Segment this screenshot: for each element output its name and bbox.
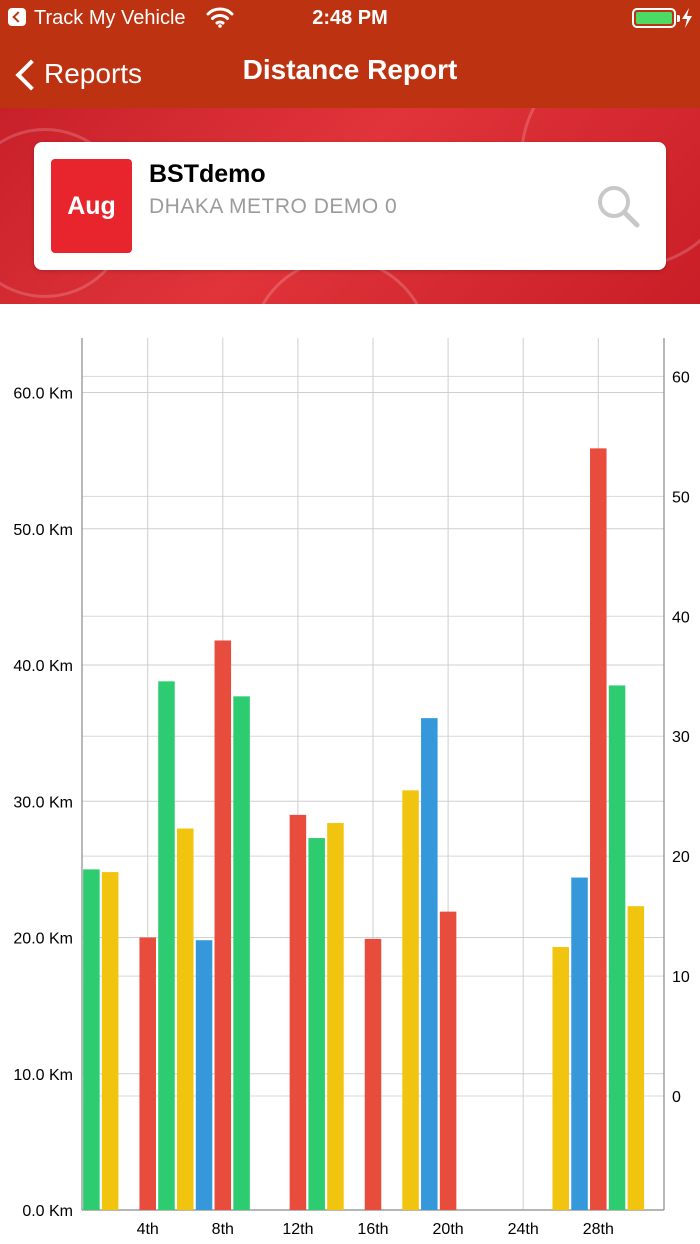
y-tick-label-right: 20 xyxy=(672,849,690,866)
bar-6th xyxy=(176,828,194,1210)
header-banner: Aug BSTdemo DHAKA METRO DEMO 0 xyxy=(0,108,700,304)
y-tick-label-left: 10.0 Km xyxy=(13,1067,73,1084)
y-tick-label-right: 60 xyxy=(672,369,690,386)
vehicle-registration: DHAKA METRO DEMO 0 xyxy=(149,195,398,218)
y-tick-label-left: 20.0 Km xyxy=(13,931,73,948)
bar-18th xyxy=(402,790,419,1210)
x-tick-label: 8th xyxy=(212,1221,234,1238)
distance-chart-svg: 0.0 Km 10.0 Km 20.0 Km 30.0 Km 40.0 Km 50.0 K… xyxy=(13,338,690,1238)
back-button[interactable]: Reports xyxy=(16,52,142,96)
x-tick-label: 20th xyxy=(433,1221,464,1238)
wifi-icon xyxy=(206,7,234,28)
y-tick-label-right: 40 xyxy=(672,609,690,626)
bar-8th xyxy=(214,640,232,1210)
status-app-name[interactable]: Track My Vehicle xyxy=(34,7,186,29)
y-tick-label-left: 0.0 Km xyxy=(22,1203,73,1220)
y-tick-label-right: 10 xyxy=(672,969,690,986)
x-tick-label: 4th xyxy=(137,1221,159,1238)
bar-5th xyxy=(158,681,175,1210)
y-tick-label-right: 0 xyxy=(672,1089,681,1106)
chevron-left-icon xyxy=(16,60,32,88)
battery-icon xyxy=(632,8,680,28)
bar-29th xyxy=(608,685,626,1210)
search-icon[interactable] xyxy=(596,184,642,230)
y-tick-label-left: 50.0 Km xyxy=(13,522,73,539)
charging-bolt-icon xyxy=(682,8,692,28)
bar-27th xyxy=(571,877,588,1210)
bar-16th xyxy=(364,938,382,1210)
y-tick-label-left: 40.0 Km xyxy=(13,658,73,675)
bar-7th xyxy=(195,940,213,1210)
x-tick-label: 28th xyxy=(583,1221,614,1238)
x-tick-label: 16th xyxy=(357,1221,388,1238)
y-tick-label-right: 30 xyxy=(672,729,690,746)
vehicle-name: BSTdemo xyxy=(149,160,266,188)
bar-4th xyxy=(139,937,156,1210)
x-tick-label: 24th xyxy=(508,1221,539,1238)
back-button-label: Reports xyxy=(44,58,143,89)
bar-9th xyxy=(233,696,250,1210)
x-tick-label: 12th xyxy=(282,1221,313,1238)
y-tick-label-left: 60.0 Km xyxy=(13,386,73,403)
status-bar: Track My Vehicle 2:48 PM xyxy=(0,0,700,40)
bar-30th xyxy=(627,906,645,1210)
bar-20th xyxy=(439,911,457,1210)
y-tick-label-left: 30.0 Km xyxy=(13,794,73,811)
bar-26th xyxy=(552,947,570,1210)
distance-chart: 0.0 Km 10.0 Km 20.0 Km 30.0 Km 40.0 Km 50.0 K… xyxy=(0,304,700,1244)
navigation-bar: Reports Distance Report xyxy=(0,40,700,108)
status-time: 2:48 PM xyxy=(312,7,388,29)
bar-13th xyxy=(308,838,325,1210)
back-to-app-icon[interactable] xyxy=(8,8,26,26)
y-tick-label-right: 50 xyxy=(672,489,690,506)
bar-14th xyxy=(327,823,344,1210)
bar-1st xyxy=(83,869,100,1210)
bar-12th xyxy=(289,814,307,1210)
month-badge[interactable]: Aug xyxy=(51,159,132,253)
bar-19th xyxy=(421,718,438,1210)
bar-28th xyxy=(590,448,607,1210)
vehicle-card[interactable]: Aug BSTdemo DHAKA METRO DEMO 0 xyxy=(34,142,666,270)
bar-2nd xyxy=(101,872,119,1210)
